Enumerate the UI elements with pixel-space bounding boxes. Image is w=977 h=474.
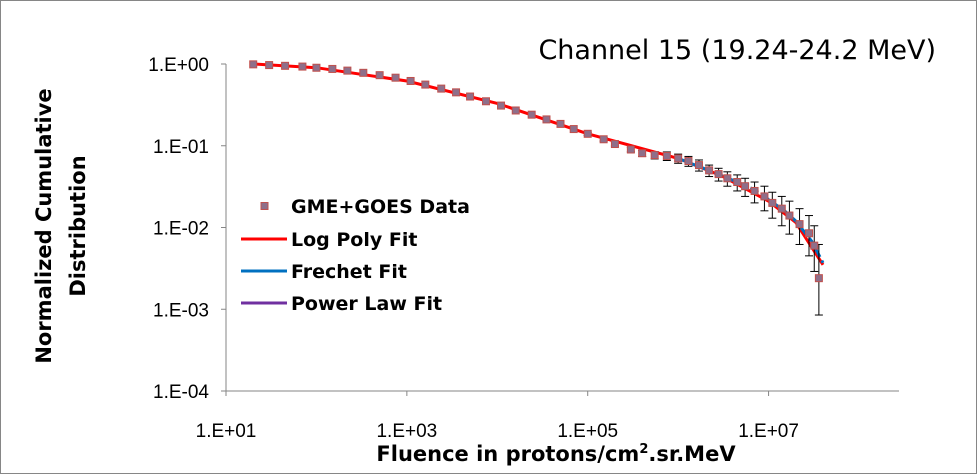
data-point — [705, 166, 714, 175]
data-point — [421, 80, 430, 89]
x-tick-label: 1.E+05 — [557, 421, 618, 442]
legend-marker-gme-goes-data — [260, 202, 269, 210]
x-axis-label: Fluence in protons/cm2.sr.MeV — [376, 442, 736, 466]
data-point — [805, 229, 814, 238]
data-point — [343, 66, 352, 75]
legend-label-power-law-fit: Power Law Fit — [291, 293, 442, 315]
data-points — [249, 60, 823, 283]
legend-label-log-poly-fit: Log Poly Fit — [291, 229, 417, 251]
data-point — [391, 73, 400, 82]
y-tick-label: 1.E-04 — [153, 382, 209, 403]
x-tick-label: 1.E+07 — [738, 421, 799, 442]
data-point — [785, 211, 794, 220]
error-bars — [583, 131, 823, 316]
x-axis-label-tail: .sr.MeV — [648, 442, 736, 466]
plot-area: 1.E+001.E-011.E-021.E-031.E-04 1.E+01 1.E… — [148, 55, 899, 442]
data-point — [328, 64, 337, 73]
y-axis-label: Normalized Cumulative Distribution — [32, 88, 90, 363]
legend: GME+GOES Data Log Poly Fit Frechet Fit Powe… — [241, 196, 470, 315]
data-point — [569, 125, 578, 134]
data-point — [733, 178, 742, 187]
data-point — [650, 151, 659, 160]
data-point — [466, 92, 475, 101]
fit-line-frechet-fit — [677, 157, 825, 264]
data-point — [750, 186, 759, 195]
data-point — [768, 198, 777, 207]
y-axis-label-line2: Distribution — [66, 155, 90, 296]
data-point — [638, 149, 647, 158]
data-point — [714, 170, 723, 179]
y-tick-label: 1.E+00 — [148, 55, 209, 76]
data-point — [527, 110, 536, 119]
data-point — [599, 135, 608, 144]
data-point — [497, 101, 506, 110]
data-point — [375, 71, 384, 80]
y-tick-label: 1.E-01 — [153, 137, 209, 158]
data-point — [437, 84, 446, 93]
data-point — [511, 106, 520, 115]
data-point — [542, 115, 551, 124]
data-point — [795, 220, 804, 229]
data-point — [481, 97, 490, 106]
chart-title: Channel 15 (19.24-24.2 MeV) — [538, 35, 936, 66]
x-axis-ticks: 1.E+01 1.E+03 1.E+05 1.E+07 — [196, 391, 799, 442]
data-point — [583, 129, 592, 138]
data-point — [406, 76, 415, 85]
data-point — [810, 241, 819, 250]
legend-label-gme-goes-data: GME+GOES Data — [291, 196, 470, 218]
data-point — [662, 151, 671, 160]
x-axis-label-main: Fluence in protons/cm — [376, 442, 639, 466]
y-axis-label-line1: Normalized Cumulative — [32, 88, 56, 363]
data-point — [814, 274, 823, 283]
data-point — [610, 140, 619, 149]
data-point — [249, 60, 258, 69]
data-point — [684, 157, 693, 166]
data-point — [777, 204, 786, 213]
data-point — [312, 63, 321, 72]
data-point — [723, 174, 732, 183]
data-point — [281, 61, 290, 70]
data-point — [674, 154, 683, 163]
data-point — [694, 161, 703, 170]
y-axis-ticks: 1.E+00 1.E-01 1.E-02 1.E-03 1.E-04 — [148, 55, 226, 403]
y-tick-label: 1.E-03 — [153, 300, 209, 321]
x-tick-label: 1.E+01 — [196, 421, 257, 442]
data-point — [265, 61, 274, 70]
data-point — [741, 182, 750, 191]
data-point — [556, 119, 565, 128]
x-axis-label-superscript: 2 — [639, 442, 648, 457]
x-tick-label: 1.E+03 — [376, 421, 437, 442]
data-point — [298, 62, 307, 71]
data-point — [359, 68, 368, 77]
data-point — [626, 145, 635, 154]
y-tick-label: 1.E-02 — [153, 219, 209, 240]
legend-label-frechet-fit: Frechet Fit — [291, 261, 407, 283]
data-point — [452, 88, 461, 97]
data-point — [760, 192, 769, 201]
